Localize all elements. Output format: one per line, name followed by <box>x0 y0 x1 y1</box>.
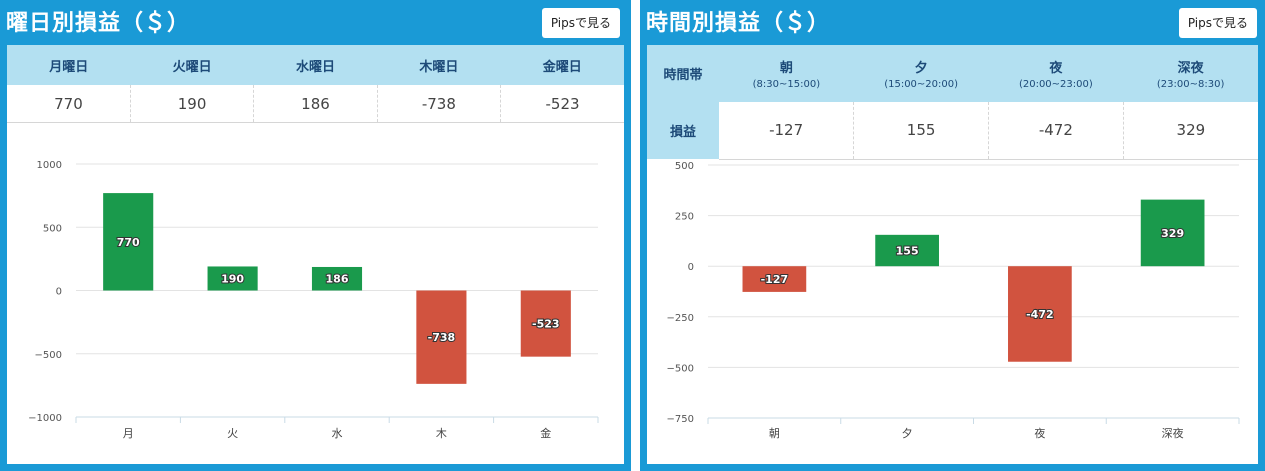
bar <box>875 234 939 267</box>
data-label: -738 <box>428 331 456 344</box>
timeband-header-morning-name: 朝 <box>779 61 793 76</box>
timeband-value-latenight: 329 <box>1123 102 1258 160</box>
y-tick-label: −250 <box>667 313 694 324</box>
weekday-value-thu: -738 <box>377 85 502 123</box>
data-label: -127 <box>761 273 789 286</box>
data-label: 186 <box>326 273 349 286</box>
timeband-header-evening-range: (15:00~20:00) <box>884 79 959 90</box>
bar <box>416 290 467 384</box>
data-label: 190 <box>221 272 244 285</box>
category-label: 深夜 <box>1162 426 1184 440</box>
y-tick-label: −500 <box>35 350 62 361</box>
data-label: 770 <box>117 236 140 249</box>
weekday-content: 月曜日 火曜日 水曜日 木曜日 金曜日 770 190 186 -738 -52… <box>7 45 624 464</box>
category-label: 夕 <box>902 427 913 440</box>
timeband-header-night-name: 夜 <box>1049 61 1063 76</box>
category-label: 夜 <box>1034 426 1045 440</box>
category-label: 水 <box>332 427 343 440</box>
weekday-header-fri: 金曜日 <box>500 45 624 85</box>
timeband-header-evening-name: 夕 <box>914 61 928 76</box>
timeband-value-row-label: 損益 <box>647 102 719 159</box>
bar <box>742 266 807 292</box>
data-label: -523 <box>532 318 560 331</box>
timeband-header-night: 夜 (20:00~23:00) <box>988 45 1124 102</box>
weekday-header-wed: 水曜日 <box>253 45 378 85</box>
weekday-value-fri: -523 <box>500 85 624 123</box>
timeband-value-row: 損益 -127 155 -472 329 <box>647 102 1258 160</box>
weekday-header-mon: 月曜日 <box>7 45 131 85</box>
y-tick-label: −750 <box>667 414 694 425</box>
timeband-header-evening: 夕 (15:00~20:00) <box>853 45 989 102</box>
weekday-header-tue: 火曜日 <box>130 45 254 85</box>
timeband-bar-chart: 500 250 0 −250 −500 −750 -127 朝 155 夕 -472 夜 329 深夜 <box>667 161 1240 440</box>
timeband-pips-button[interactable]: Pipsで見る <box>1178 8 1257 38</box>
bar <box>1008 266 1072 362</box>
y-tick-label: −1000 <box>28 413 62 424</box>
data-label: -472 <box>1026 308 1054 321</box>
bar <box>103 193 154 291</box>
timeband-header-latenight-name: 深夜 <box>1177 61 1204 76</box>
bar <box>207 266 258 291</box>
weekday-bar-chart: 1000 500 0 −500 −1000 770 月 190 火 186 水 -738 木 -523 金 <box>28 160 599 440</box>
weekday-value-tue: 190 <box>130 85 255 123</box>
timeband-header-night-range: (20:00~23:00) <box>1018 79 1093 90</box>
timeband-panel: 時間別損益（＄） Pipsで見る 時間帯 朝 (8:30~15:00) 夕 (15:… <box>640 0 1265 471</box>
weekday-chart: 1000 500 0 −500 −1000 770 月 190 火 186 水 -738 木 -523 金 <box>7 140 624 464</box>
y-tick-label: −500 <box>667 363 694 374</box>
category-label: 朝 <box>769 427 780 440</box>
weekday-header-row: 月曜日 火曜日 水曜日 木曜日 金曜日 <box>7 45 624 85</box>
y-tick-label: 500 <box>675 161 694 172</box>
y-tick-label: 250 <box>675 212 694 223</box>
bar <box>1140 199 1205 267</box>
y-tick-label: 0 <box>56 287 62 298</box>
weekday-value-mon: 770 <box>7 85 131 123</box>
timeband-header-latenight: 深夜 (23:00~8:30) <box>1123 45 1258 102</box>
weekday-title: 曜日別損益（＄） <box>6 11 191 36</box>
weekday-pips-button[interactable]: Pipsで見る <box>541 8 620 38</box>
data-label: 329 <box>1161 227 1184 240</box>
data-label: 155 <box>896 245 919 258</box>
weekday-value-row: 770 190 186 -738 -523 <box>7 85 624 123</box>
timeband-header-morning-range: (8:30~15:00) <box>752 79 821 90</box>
bar <box>311 266 363 291</box>
category-label: 月 <box>123 427 134 440</box>
timeband-header-morning: 朝 (8:30~15:00) <box>719 45 854 102</box>
timeband-header-row: 時間帯 朝 (8:30~15:00) 夕 (15:00~20:00) 夜 (20:00… <box>647 45 1258 102</box>
bar <box>520 290 571 357</box>
timeband-chart: 500 250 0 −250 −500 −750 -127 朝 155 夕 -472 夜 329 深夜 <box>647 145 1258 464</box>
timeband-header-latenight-range: (23:00~8:30) <box>1156 79 1225 90</box>
timeband-title: 時間別損益（＄） <box>646 11 831 36</box>
weekday-header-thu: 木曜日 <box>377 45 501 85</box>
weekday-value-wed: 186 <box>253 85 378 123</box>
timeband-row-header: 時間帯 <box>647 45 719 102</box>
category-label: 火 <box>227 427 238 440</box>
weekday-panel: 曜日別損益（＄） Pipsで見る 月曜日 火曜日 水曜日 木曜日 金曜日 770… <box>0 0 631 471</box>
weekday-summary-table: 月曜日 火曜日 水曜日 木曜日 金曜日 770 190 186 -738 -52… <box>7 45 624 123</box>
timeband-value-evening: 155 <box>853 102 989 160</box>
y-tick-label: 1000 <box>37 160 62 171</box>
y-tick-label: 500 <box>43 223 62 234</box>
timeband-summary-table: 時間帯 朝 (8:30~15:00) 夕 (15:00~20:00) 夜 (20:00… <box>647 45 1258 160</box>
category-label: 金 <box>540 426 551 440</box>
timeband-value-night: -472 <box>988 102 1124 160</box>
category-label: 木 <box>436 427 447 440</box>
y-tick-label: 0 <box>688 262 694 273</box>
timeband-value-morning: -127 <box>719 102 855 160</box>
